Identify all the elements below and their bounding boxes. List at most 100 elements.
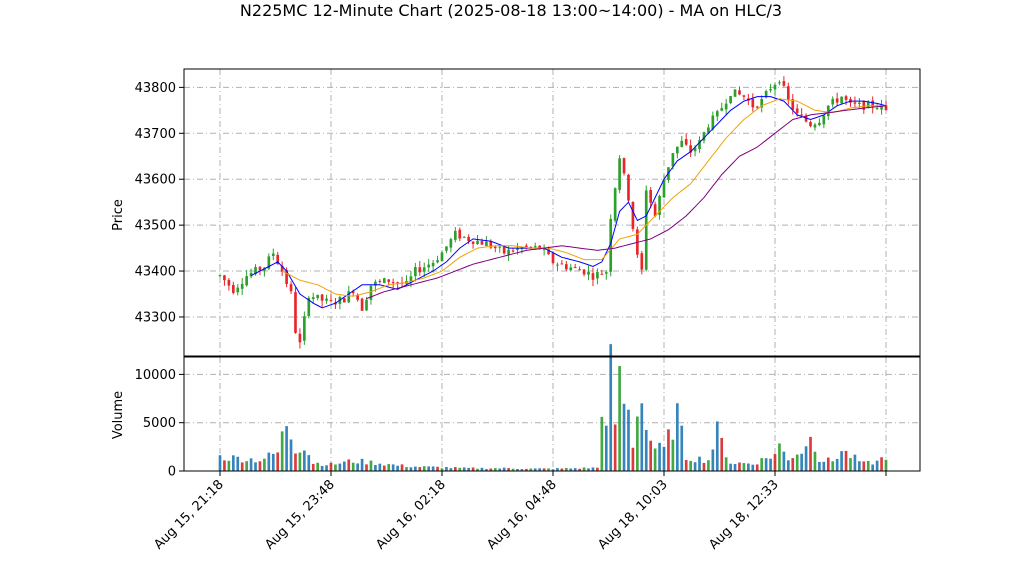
volume-bar	[356, 463, 359, 471]
volume-bar	[289, 439, 293, 471]
price-panel-frame	[183, 68, 921, 357]
volume-bar	[742, 463, 746, 471]
candle-body	[680, 140, 684, 147]
candle-body	[587, 271, 590, 275]
candle-body	[258, 266, 262, 271]
candle-body	[391, 282, 395, 284]
candle-body	[533, 246, 537, 248]
candle-body	[613, 188, 617, 221]
x-tick-label: Aug 16, 02:18	[373, 477, 449, 553]
x-tick-label: Aug 16, 04:48	[484, 477, 560, 553]
candle-body	[316, 294, 320, 299]
candle-body	[409, 276, 413, 281]
volume-bar	[560, 468, 564, 471]
volume-bar	[631, 447, 635, 471]
candle-body	[542, 249, 546, 251]
volume-bar	[285, 426, 288, 471]
candle-body	[813, 124, 817, 128]
volume-bar	[658, 442, 661, 471]
volume-bar	[347, 459, 351, 471]
volume-bar	[600, 416, 604, 471]
volume-bar	[698, 456, 701, 471]
candle-body	[578, 269, 581, 271]
candle-body	[347, 291, 351, 303]
candle-body	[760, 99, 764, 108]
volume-bar	[525, 468, 528, 471]
volume-bar	[382, 465, 386, 471]
candle-body	[724, 103, 728, 110]
volume-bar	[418, 467, 422, 471]
candle-body	[693, 147, 697, 152]
volume-bar	[436, 466, 439, 471]
volume-bar	[365, 464, 368, 471]
volume-bar	[316, 462, 320, 471]
volume-bar	[782, 451, 786, 471]
volume-bar	[298, 452, 302, 471]
candle-body	[862, 100, 866, 110]
candle-body	[755, 106, 759, 108]
candle-body	[249, 272, 253, 277]
candle-body	[609, 218, 613, 272]
candle-body	[511, 250, 515, 252]
candle-body	[840, 96, 843, 104]
volume-bar	[773, 454, 777, 471]
volume-bar	[276, 452, 280, 471]
candle-body	[218, 275, 222, 277]
candle-body	[600, 273, 604, 275]
volume-bar	[813, 451, 817, 471]
candle-body	[591, 273, 595, 280]
candle-body	[378, 280, 382, 282]
volume-bar	[844, 450, 848, 471]
candle-body	[875, 108, 879, 110]
candle-body	[818, 122, 821, 126]
candle-body	[871, 100, 875, 108]
volume-ylabel: Volume	[111, 391, 126, 439]
candle-body	[547, 249, 550, 255]
volume-bar	[569, 468, 573, 471]
candle-body	[529, 246, 533, 248]
volume-bar	[400, 464, 404, 471]
volume-bar	[409, 467, 413, 471]
volume-bar	[751, 464, 755, 471]
volume-bar	[218, 455, 222, 471]
volume-bar	[804, 446, 808, 471]
candle-body	[702, 132, 706, 141]
volume-bar	[453, 467, 457, 471]
volume-bar	[422, 466, 426, 471]
volume-bar	[609, 344, 613, 471]
volume-panel-frame	[183, 356, 921, 472]
candle-body	[320, 294, 324, 301]
volume-bar	[223, 460, 226, 471]
volume-bar	[240, 462, 244, 471]
candle-body	[396, 282, 399, 284]
volume-bar	[573, 468, 577, 471]
candle-body	[831, 98, 835, 105]
volume-bar	[520, 469, 524, 471]
volume-bar	[533, 468, 537, 471]
volume-bar	[511, 468, 515, 471]
candle-body	[791, 99, 795, 110]
candle-body	[795, 108, 799, 113]
candle-body	[467, 236, 470, 241]
volume-bar	[689, 460, 692, 471]
volume-bar	[236, 456, 240, 471]
candle-body	[604, 272, 608, 274]
volume-bar	[405, 467, 408, 471]
volume-bar	[338, 463, 342, 471]
volume-bar	[311, 463, 315, 471]
candle-body	[556, 264, 559, 266]
volume-bar	[227, 460, 231, 471]
volume-bar	[622, 403, 626, 471]
volume-bar	[396, 465, 399, 471]
price-tick-label: 43300	[135, 310, 176, 325]
price-tick-label: 43700	[135, 127, 176, 142]
candle-body	[800, 114, 803, 116]
candle-body	[360, 298, 364, 311]
volume-bar	[769, 458, 772, 471]
volume-bar	[280, 431, 284, 471]
candle-body	[822, 115, 826, 125]
volume-bar	[795, 454, 799, 471]
candle-body	[573, 267, 577, 269]
candle-body	[471, 241, 475, 244]
